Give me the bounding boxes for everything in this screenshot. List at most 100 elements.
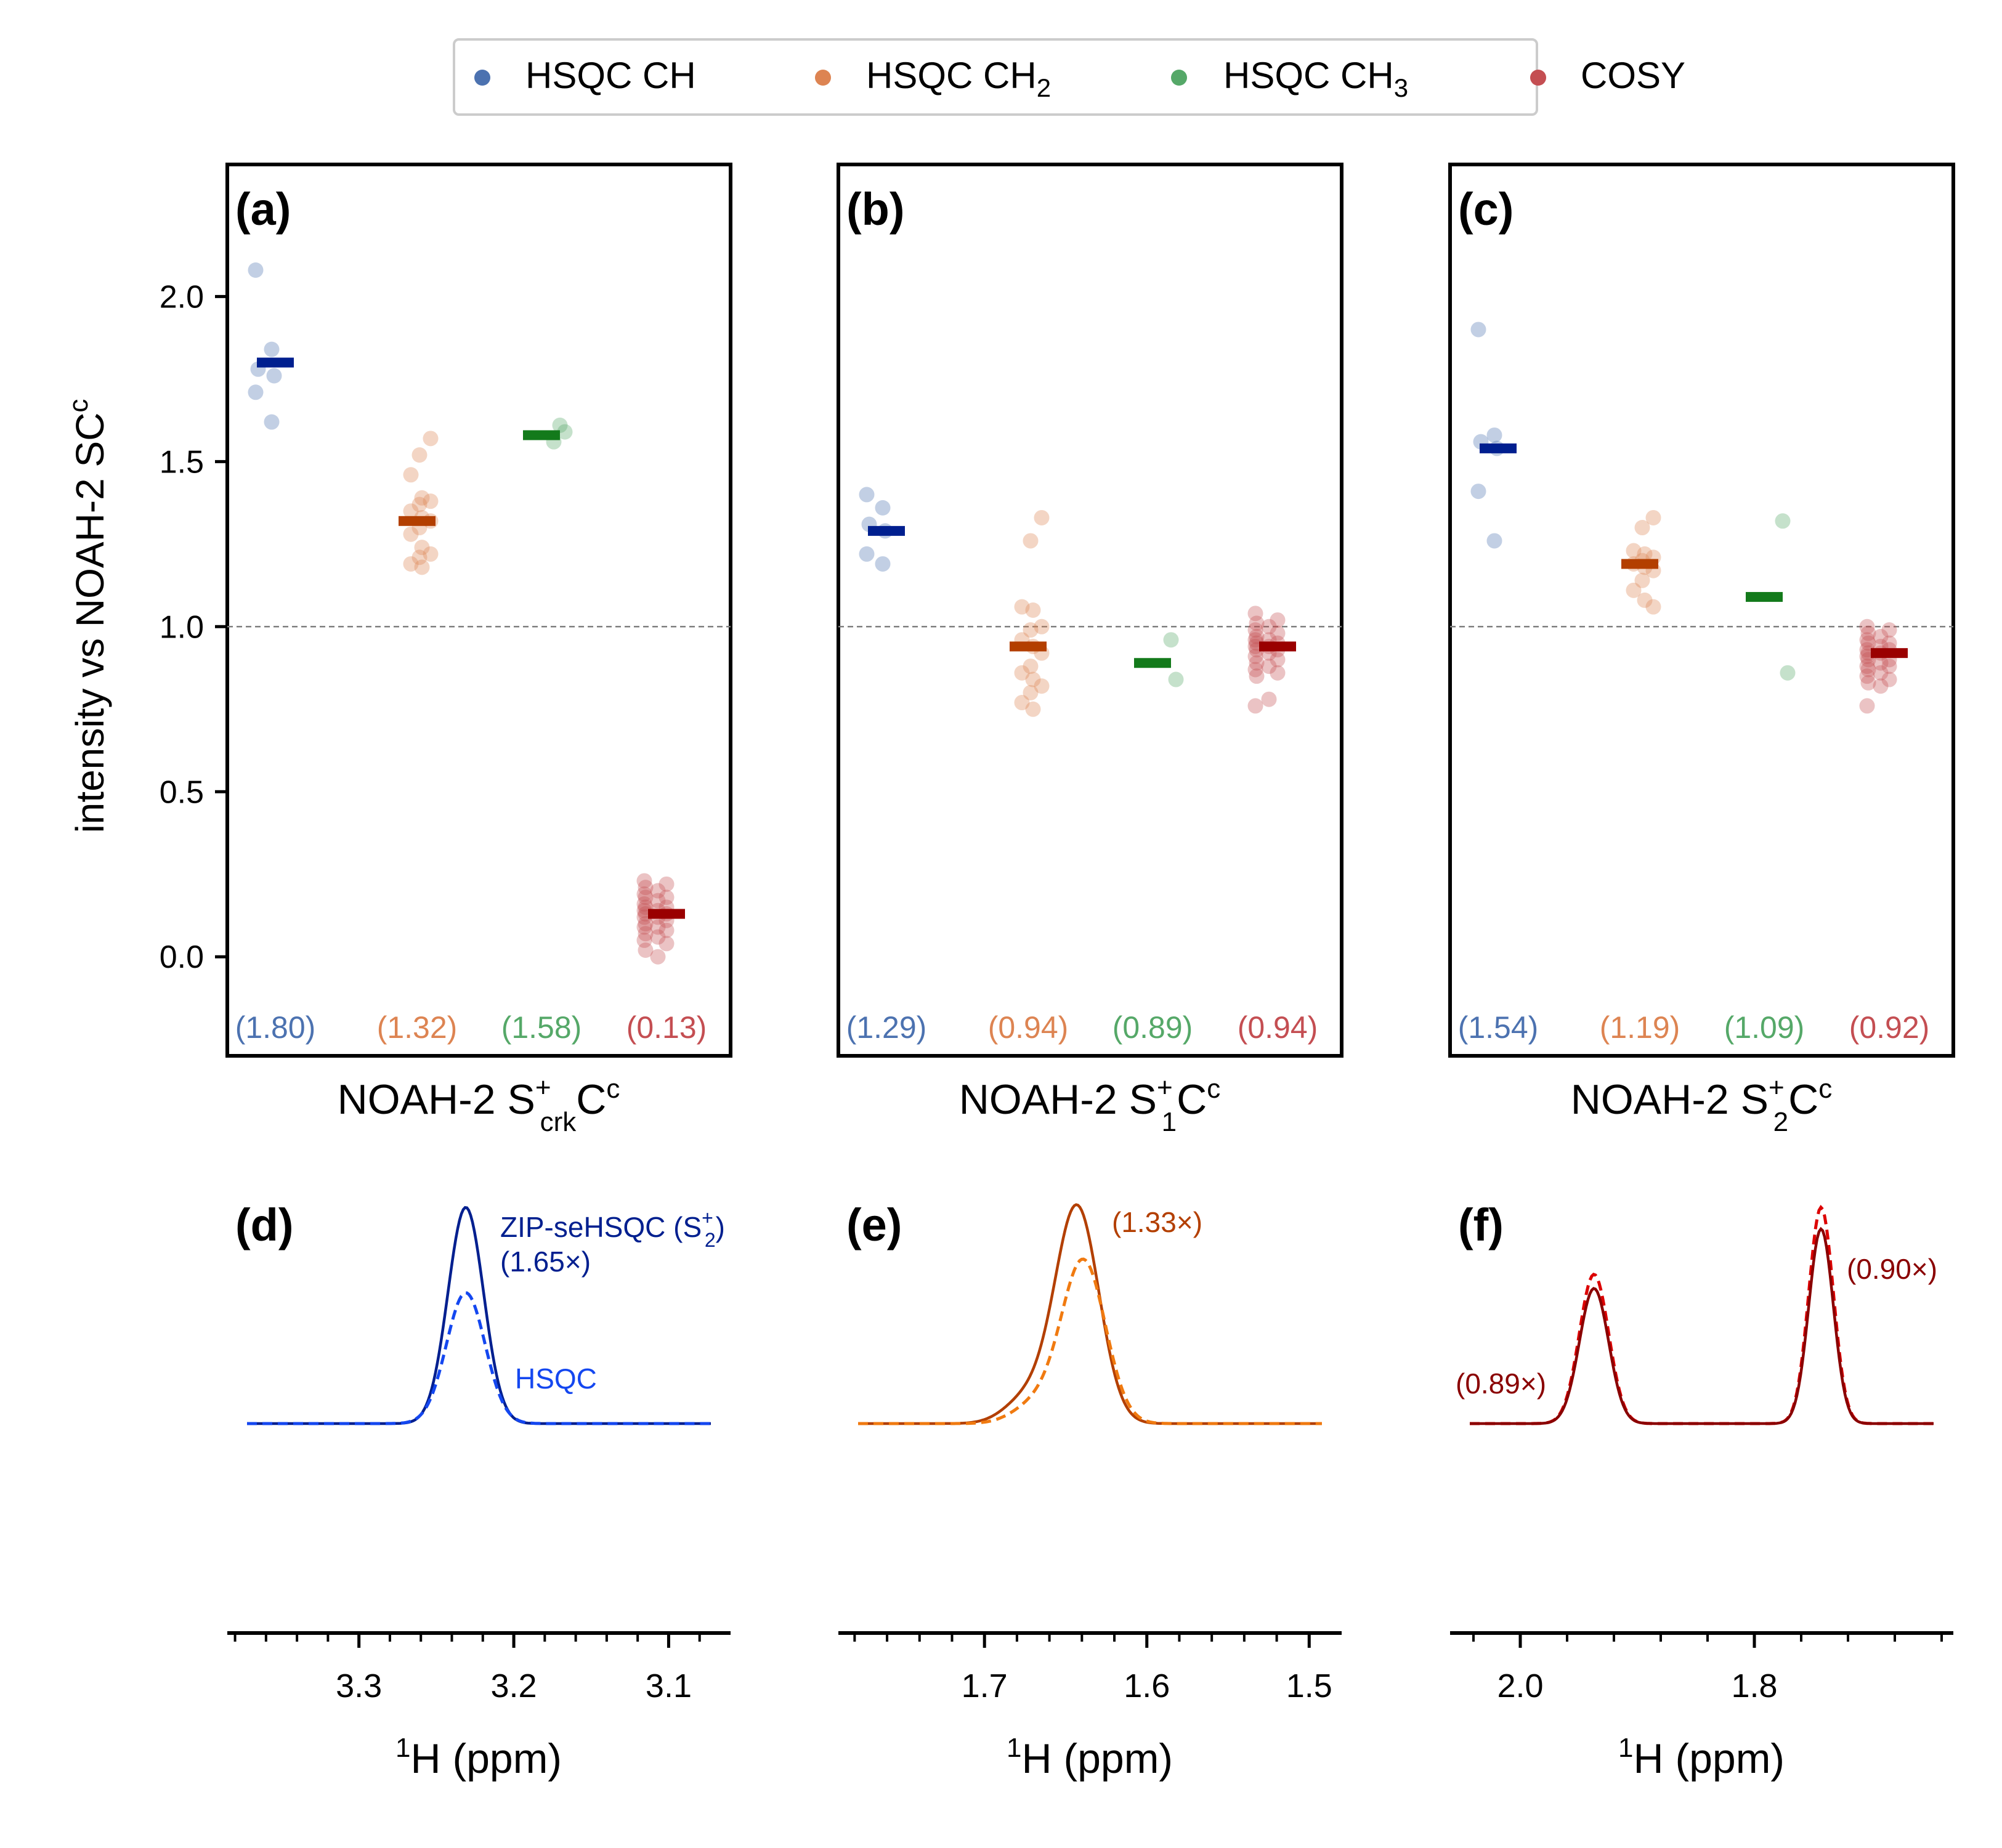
panel-b-ch2-median-label: (0.94) (988, 1010, 1069, 1045)
panel-b-frame (837, 163, 1343, 1058)
panel-e-xlabel: 1H (ppm) (1007, 1733, 1173, 1782)
panel-c-cosy-point (1881, 671, 1897, 687)
panel-a-ch-point (248, 262, 264, 278)
panel-b-cosy-point (1261, 659, 1277, 675)
panel-e: 1.7 1.6 1.5 (e) 1H (ppm) (1.33×) (838, 1199, 1342, 1782)
panel-d-xlabel: 1H (ppm) (395, 1733, 562, 1782)
panel-b-ch2-point (1014, 599, 1030, 615)
panel-c-xlabel: NOAH-2 S+ 2Cc (1571, 1072, 1832, 1137)
panel-a-ch-median-bar (257, 357, 294, 368)
panel-a-ch2-median-bar (399, 516, 436, 526)
panel-c-cosy-point (1860, 662, 1876, 678)
panel-f: 2.0 1.8 (f) 1H (ppm) (0.89×) (0.90×) (1450, 1199, 1953, 1782)
legend: HSQC CH HSQC CH2 HSQC CH3 COSY (453, 38, 1685, 116)
legend-marker-ch (474, 70, 490, 86)
panel-c-ch3-point (1780, 665, 1796, 681)
panel-a-ch-point (264, 341, 280, 357)
panel-b-ch2-point (1034, 509, 1050, 525)
panel-a-ch2-point (411, 447, 428, 463)
panel-b-ch3-point (1163, 632, 1179, 648)
panel-d-spectrum-dashed (247, 1291, 711, 1425)
panel-b-ch2-point (1025, 701, 1041, 717)
panel-d-letter: (d) (235, 1199, 294, 1250)
panel-b-ch2-point (1034, 678, 1050, 694)
panel-f-letter: (f) (1458, 1199, 1504, 1250)
panel-c-ch-point (1486, 533, 1502, 549)
panel-f-xlabel: 1H (ppm) (1618, 1733, 1785, 1782)
panel-a-cosy-point (638, 926, 654, 942)
panel-a-ch-point (248, 384, 264, 400)
panel-b-ch2-point (1023, 684, 1039, 700)
panel-b-ch-median-bar (868, 525, 905, 536)
panel-c-cosy-median-label: (0.92) (1849, 1010, 1930, 1045)
panel-b-ch-point (859, 546, 875, 562)
panel-b-ch-point (875, 556, 891, 572)
legend-label-ch2: HSQC CH2 (866, 55, 1051, 102)
panel-c-cosy-point (1859, 632, 1875, 648)
panel-b-ch-point (875, 500, 891, 516)
panel-b-cosy-point (1270, 652, 1286, 668)
panel-a-ch2-point (414, 540, 430, 556)
panel-a-ch-median-label: (1.80) (235, 1010, 316, 1045)
panel-b-ch2-point (1014, 695, 1030, 711)
panel-b-ch2-point (1023, 659, 1039, 675)
panel-b-cosy-point (1270, 625, 1286, 641)
panel-a-cosy-point (659, 936, 675, 952)
legend-label-ch3: HSQC CH3 (1223, 55, 1408, 102)
panel-c-cosy-point (1859, 698, 1875, 714)
panel-a-cosy-point (650, 883, 666, 899)
panel-a-ch2-point (411, 496, 428, 513)
annotation-e-ratio: (1.33×) (1112, 1206, 1202, 1238)
panel-b-cosy-point (1247, 622, 1263, 638)
panel-b-cosy-point (1247, 662, 1263, 678)
y-tick-label: 2.0 (160, 279, 204, 315)
annotation-f-ratio-right: (0.90×) (1847, 1253, 1937, 1285)
panel-a-ch2-point (403, 503, 419, 519)
panel-c-ch3-point (1775, 513, 1791, 529)
annotation-zip-ratio: (1.65×) (500, 1246, 591, 1278)
panel-b-cosy-point (1249, 615, 1265, 631)
panel-a-cosy-point (638, 890, 654, 906)
panel-a-xlabel: NOAH-2 S+ crkCc (338, 1072, 620, 1137)
panel-d-x-tick-label: 3.1 (646, 1668, 692, 1704)
panel-e-x-tick-label: 1.7 (962, 1668, 1008, 1704)
annotation-hsqc: HSQC (515, 1363, 597, 1395)
panel-c-ch2-point (1626, 582, 1642, 598)
panel-b-ch2-point (1025, 602, 1041, 618)
panel-a-cosy-point (650, 919, 666, 935)
panel-b-ch2-point (1025, 671, 1041, 687)
y-tick-label: 0.5 (160, 774, 204, 810)
panel-c-ch2-point (1637, 592, 1653, 608)
panel-b-cosy-median-label: (0.94) (1238, 1010, 1318, 1045)
panel-c-ch2-point (1634, 520, 1650, 536)
panel-b-cosy-point (1261, 691, 1277, 707)
panel-c-cosy-point (1873, 628, 1889, 644)
panel-c-cosy-point (1859, 618, 1875, 634)
panel-a-ch2-point (403, 556, 419, 572)
panel-a-frame (225, 163, 732, 1058)
panel-c-cosy-median-bar (1871, 648, 1908, 659)
panel-b-ch2-point (1034, 618, 1050, 634)
panel-b-cosy-point (1247, 649, 1263, 665)
panel-c-ch-point (1470, 484, 1486, 500)
panel-b-ch2-point (1023, 533, 1039, 549)
panel-a-ch3-median-bar (523, 430, 560, 440)
panel-c-cosy-point (1873, 665, 1889, 681)
panel-a-ch3-point (552, 417, 568, 433)
panel-b-ch3-median-bar (1134, 658, 1171, 668)
panel-c-ch2-point (1634, 572, 1650, 588)
panel-a-cosy-point (636, 932, 652, 948)
panel-c-cosy-point (1881, 622, 1897, 638)
panel-b-letter: (b) (846, 184, 905, 235)
panel-a-cosy-point (636, 873, 652, 889)
panel-a-ch3-median-label: (1.58) (501, 1010, 582, 1045)
y-tick-label: 1.5 (160, 444, 204, 480)
panel-b-cosy-point (1270, 665, 1286, 681)
panel-c: (1.54) (1.19) (1.09) (0.92) (c) NOAH-2 S+ 2C… (1448, 163, 1955, 1137)
annotation-zip-sehsqc: ZIP-seHSQC (S+ 2) (500, 1207, 725, 1251)
panel-a: (1.80) (1.32) (1.58) (0.13) (a) NOAH-2 S+ cr… (225, 163, 732, 1137)
panel-c-cosy-point (1860, 635, 1876, 651)
panel-b-ch-point (859, 487, 875, 503)
panel-c-ch2-point (1637, 546, 1653, 562)
panel-c-cosy-point (1860, 675, 1876, 691)
